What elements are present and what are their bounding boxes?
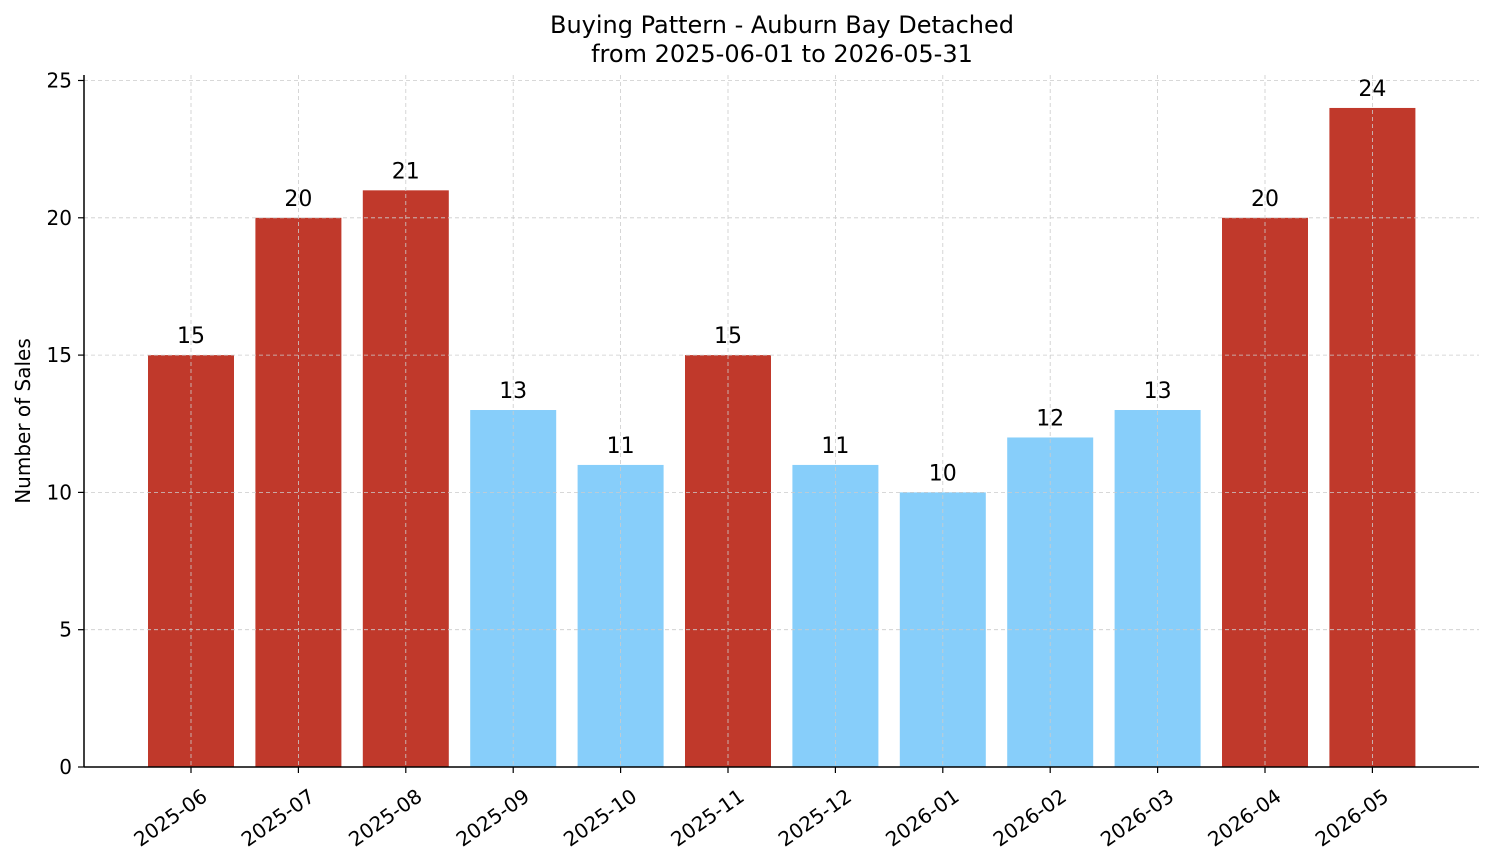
y-axis-label: Number of Sales: [11, 338, 35, 504]
bar-value-label: 13: [499, 379, 527, 404]
y-tick-label: 10: [47, 480, 72, 504]
x-tick-label: 2026-03: [1096, 784, 1178, 852]
x-tick-label: 2025-12: [774, 784, 856, 852]
x-tick-label: 2025-06: [129, 784, 211, 852]
bar-value-label: 20: [284, 187, 312, 212]
bar-value-label: 24: [1358, 77, 1386, 102]
x-ticks: 2025-06 2025-07 2025-08 2025-09 2025-10 2025-…: [129, 767, 1393, 851]
y-tick-label: 15: [47, 343, 72, 367]
x-tick-label: 2026-02: [989, 784, 1071, 852]
axes: [83, 75, 1479, 768]
bar-value-labels: 15 20 21 13 11 15 11 10 12 13 20 24: [177, 77, 1386, 486]
x-tick-label: 2025-08: [344, 784, 426, 852]
x-tick-label: 2026-04: [1203, 784, 1285, 852]
bar-2026-05: [1329, 107, 1416, 767]
bar-value-label: 11: [821, 434, 849, 459]
x-tick-label: 2025-09: [452, 784, 534, 852]
bar-value-label: 20: [1251, 187, 1279, 212]
x-tick-label: 2026-01: [881, 784, 963, 852]
x-tick-label: 2025-10: [559, 784, 641, 852]
y-tick-label: 25: [47, 68, 72, 92]
x-tick-label: 2025-11: [666, 784, 748, 852]
bar-value-label: 10: [929, 461, 957, 486]
bar-value-label: 11: [607, 434, 635, 459]
y-tick-label: 5: [59, 618, 72, 642]
chart-title: Buying Pattern - Auburn Bay Detached: [550, 11, 1014, 39]
bar-value-label: 12: [1036, 406, 1064, 431]
y-ticks: 0 5 10 15 20 25: [47, 68, 84, 779]
y-tick-label: 20: [47, 206, 72, 230]
bar-value-label: 13: [1144, 379, 1172, 404]
bars: [148, 107, 1416, 768]
x-tick-label: 2025-07: [237, 784, 319, 852]
x-tick-label: 2026-05: [1311, 784, 1393, 852]
bar-value-label: 15: [714, 324, 742, 349]
bar-value-label: 21: [392, 159, 420, 184]
bar-value-label: 15: [177, 324, 205, 349]
chart-subtitle: from 2025-06-01 to 2026-05-31: [591, 40, 973, 68]
y-tick-label: 0: [59, 755, 72, 779]
